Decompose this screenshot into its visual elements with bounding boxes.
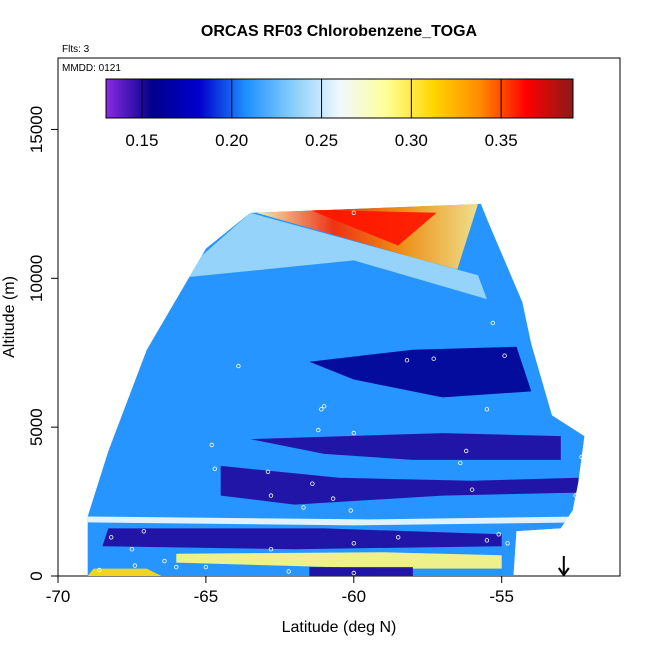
colorbar: 0.15 0.20 0.25 0.30 0.35 xyxy=(105,78,574,150)
sample-point xyxy=(316,427,321,433)
heatmap-layer-light_2000 xyxy=(87,516,579,526)
sample-point xyxy=(404,358,410,363)
heatmap-layer-orange_base xyxy=(87,568,162,576)
sample-point xyxy=(431,356,436,361)
sample-point xyxy=(484,538,490,543)
down-arrow-icon xyxy=(557,556,570,577)
sample-point xyxy=(582,475,587,480)
date-annotation: MMDD: 0121 xyxy=(62,63,121,74)
sample-point xyxy=(505,541,510,546)
heatmap-layer-blue_base xyxy=(309,567,413,576)
sample-point xyxy=(351,541,356,546)
colorbar-tick-label: 0.35 xyxy=(485,131,518,150)
heatmap xyxy=(87,203,585,576)
sample-point xyxy=(351,430,356,436)
x-tick-label: -55 xyxy=(489,587,514,606)
sample-point xyxy=(310,481,315,486)
heatmap-layer-upper_core xyxy=(309,209,437,246)
sample-point xyxy=(351,210,356,215)
y-tick-label: 10000 xyxy=(27,255,46,302)
sample-point xyxy=(573,493,578,498)
sample-point xyxy=(265,469,271,474)
colorbar-tick-label: 0.30 xyxy=(395,131,428,150)
heatmap-layer-band_1200 xyxy=(102,528,502,550)
sample-point xyxy=(162,558,167,564)
sample-point xyxy=(203,564,209,570)
sample-point xyxy=(301,505,306,510)
sample-point xyxy=(490,320,495,326)
sample-point xyxy=(330,496,336,501)
heatmap-layer-upper_light xyxy=(176,212,487,300)
sample-point xyxy=(132,563,138,568)
x-axis-label: Latitude (deg N) xyxy=(282,619,397,636)
x-axis: -70 -65 -60 -55 xyxy=(46,576,514,606)
heatmap-layer-band_7000 xyxy=(309,346,532,398)
heatmap-layer-yellow_500 xyxy=(176,552,502,569)
chart-title: ORCAS RF03 Chlorobenzene_TOGA xyxy=(201,23,478,40)
sample-point xyxy=(351,570,356,576)
sample-point xyxy=(108,535,114,540)
y-tick-label: 5000 xyxy=(27,408,46,446)
arrow-head xyxy=(557,567,570,577)
colorbar-tick-label: 0.25 xyxy=(305,131,338,150)
sample-points xyxy=(97,210,587,576)
flights-annotation: Flts: 3 xyxy=(62,44,90,55)
sample-point xyxy=(212,466,217,471)
sample-point xyxy=(174,564,179,570)
x-tick-label: -65 xyxy=(194,587,219,606)
heatmap-clipped xyxy=(87,203,585,576)
sample-point xyxy=(236,363,241,369)
sample-point xyxy=(268,493,274,498)
sample-point xyxy=(97,567,102,573)
colorbar-tick-label: 0.15 xyxy=(125,131,158,150)
sample-point xyxy=(348,508,353,513)
sample-point xyxy=(484,407,490,412)
y-axis-label: Altitude (m) xyxy=(1,276,18,358)
colorbar-gradient xyxy=(105,78,574,119)
sample-point xyxy=(502,353,507,358)
x-tick-label: -70 xyxy=(46,587,71,606)
sample-point xyxy=(141,529,146,534)
sample-point xyxy=(579,454,584,460)
sample-point xyxy=(319,407,324,412)
y-axis: 0 5000 10000 15000 xyxy=(27,106,58,581)
colorbar-tick-label: 0.20 xyxy=(215,131,248,150)
y-tick-label: 0 xyxy=(27,571,46,580)
sample-point xyxy=(322,404,327,409)
sample-point xyxy=(464,448,469,454)
sample-point xyxy=(209,442,214,448)
sample-point xyxy=(469,487,475,492)
y-tick-label: 15000 xyxy=(27,106,46,153)
sample-point xyxy=(286,569,291,574)
sample-point xyxy=(129,547,135,552)
sample-point xyxy=(268,547,274,552)
sample-point xyxy=(396,535,401,540)
heatmap-layer-band_3000 xyxy=(220,465,579,505)
sample-point xyxy=(458,460,463,466)
heatmap-layer-band_4500 xyxy=(250,433,561,460)
sample-point xyxy=(496,532,501,537)
x-tick-label: -60 xyxy=(342,587,367,606)
